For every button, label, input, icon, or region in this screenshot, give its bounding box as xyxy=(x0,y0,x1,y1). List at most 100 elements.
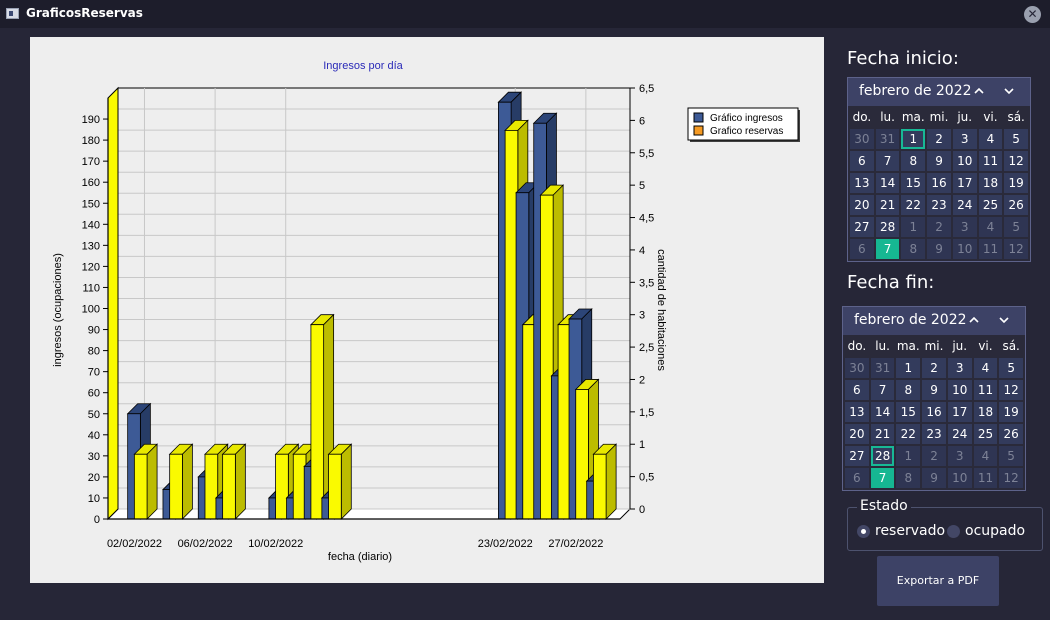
calendar-day[interactable]: 28 xyxy=(870,446,895,466)
calendar-day[interactable]: 27 xyxy=(850,217,874,237)
radio-checked-icon[interactable] xyxy=(857,524,870,538)
calendar-day[interactable]: 24 xyxy=(952,195,977,215)
calendar-day[interactable]: 18 xyxy=(978,173,1003,193)
calendar-day[interactable]: 7 xyxy=(870,468,895,488)
calendar-day[interactable]: 30 xyxy=(850,129,874,149)
calendar-day[interactable]: 1 xyxy=(896,446,921,466)
calendar-day[interactable]: 28 xyxy=(875,217,900,237)
calendar-day[interactable]: 2 xyxy=(927,217,951,237)
calendar-day[interactable]: 5 xyxy=(1004,129,1028,149)
calendar-day[interactable]: 8 xyxy=(901,151,926,171)
calendar-day[interactable]: 9 xyxy=(927,151,951,171)
calendar-day[interactable]: 11 xyxy=(973,380,998,400)
export-pdf-button[interactable]: Exportar a PDF xyxy=(877,556,999,606)
y2-tick-label: 5,5 xyxy=(639,148,654,160)
calendar-day[interactable]: 9 xyxy=(922,468,946,488)
calendar-day[interactable]: 10 xyxy=(952,239,977,259)
calendar-day[interactable]: 7 xyxy=(875,239,900,259)
radio-reservado[interactable]: reservado xyxy=(857,523,945,539)
calendar-day[interactable]: 6 xyxy=(845,468,869,488)
calendar-day[interactable]: 4 xyxy=(973,446,998,466)
calendar-day[interactable]: 5 xyxy=(999,446,1023,466)
calendar-day[interactable]: 31 xyxy=(870,358,895,378)
calendar-day[interactable]: 14 xyxy=(870,402,895,422)
calendar-day[interactable]: 13 xyxy=(845,402,869,422)
calendar-day[interactable]: 12 xyxy=(1004,239,1029,259)
calendar-day[interactable]: 6 xyxy=(850,239,874,259)
calendar-day[interactable]: 21 xyxy=(875,195,900,215)
calendar-day[interactable]: 18 xyxy=(973,402,998,422)
calendar-day[interactable]: 11 xyxy=(978,239,1003,259)
calendar-day[interactable]: 22 xyxy=(901,195,926,215)
calendar-day[interactable]: 23 xyxy=(922,424,946,444)
fecha-fin-calendar[interactable]: febrero de 2022 do. lu. ma. mi. ju. vi. sá. 30 3… xyxy=(842,306,1026,491)
calendar-day[interactable]: 3 xyxy=(947,446,972,466)
chevron-up-icon[interactable] xyxy=(972,82,986,100)
calendar-day[interactable]: 10 xyxy=(952,151,977,171)
calendar-month-label[interactable]: febrero de 2022 xyxy=(854,312,967,328)
calendar-day[interactable]: 15 xyxy=(896,402,921,422)
calendar-day[interactable]: 1 xyxy=(901,129,926,149)
calendar-day[interactable]: 11 xyxy=(978,151,1003,171)
calendar-day[interactable]: 10 xyxy=(947,468,972,488)
calendar-day[interactable]: 2 xyxy=(922,358,946,378)
calendar-day[interactable]: 4 xyxy=(973,358,998,378)
calendar-day[interactable]: 3 xyxy=(952,217,977,237)
calendar-day[interactable]: 12 xyxy=(1004,151,1029,171)
calendar-day[interactable]: 12 xyxy=(999,380,1024,400)
calendar-day[interactable]: 16 xyxy=(922,402,946,422)
calendar-day[interactable]: 26 xyxy=(999,424,1024,444)
calendar-day[interactable]: 27 xyxy=(845,446,869,466)
calendar-day[interactable]: 6 xyxy=(845,380,869,400)
calendar-day[interactable]: 26 xyxy=(1004,195,1029,215)
calendar-day[interactable]: 23 xyxy=(927,195,951,215)
calendar-day[interactable]: 11 xyxy=(973,468,998,488)
calendar-day[interactable]: 19 xyxy=(1004,173,1029,193)
calendar-day[interactable]: 20 xyxy=(845,424,869,444)
calendar-day[interactable]: 12 xyxy=(999,468,1024,488)
calendar-day[interactable]: 21 xyxy=(870,424,895,444)
calendar-day[interactable]: 10 xyxy=(947,380,972,400)
calendar-day[interactable]: 3 xyxy=(947,358,972,378)
calendar-day[interactable]: 24 xyxy=(947,424,972,444)
calendar-day[interactable]: 6 xyxy=(850,151,874,171)
calendar-day[interactable]: 9 xyxy=(927,239,951,259)
calendar-day[interactable]: 15 xyxy=(901,173,926,193)
calendar-day[interactable]: 22 xyxy=(896,424,921,444)
calendar-day[interactable]: 1 xyxy=(896,358,921,378)
calendar-day[interactable]: 17 xyxy=(952,173,977,193)
chevron-down-icon[interactable] xyxy=(1002,82,1016,100)
calendar-day[interactable]: 2 xyxy=(927,129,951,149)
calendar-day[interactable]: 8 xyxy=(896,468,921,488)
calendar-day[interactable]: 14 xyxy=(875,173,900,193)
calendar-day[interactable]: 19 xyxy=(999,402,1024,422)
calendar-day[interactable]: 13 xyxy=(850,173,874,193)
calendar-day[interactable]: 4 xyxy=(978,217,1003,237)
calendar-day[interactable]: 16 xyxy=(927,173,951,193)
calendar-day[interactable]: 9 xyxy=(922,380,946,400)
calendar-week: 6 7 8 9 10 11 12 xyxy=(844,379,1024,401)
calendar-day[interactable]: 2 xyxy=(922,446,946,466)
calendar-day[interactable]: 30 xyxy=(845,358,869,378)
calendar-day[interactable]: 3 xyxy=(952,129,977,149)
chevron-up-icon[interactable] xyxy=(967,311,981,329)
calendar-day[interactable]: 8 xyxy=(896,380,921,400)
calendar-day[interactable]: 7 xyxy=(875,151,900,171)
calendar-day[interactable]: 31 xyxy=(875,129,900,149)
fecha-inicio-calendar[interactable]: febrero de 2022 do. lu. ma. mi. ju. vi. sá. 30 3… xyxy=(847,77,1031,262)
chevron-down-icon[interactable] xyxy=(997,311,1011,329)
calendar-day[interactable]: 7 xyxy=(870,380,895,400)
calendar-day[interactable]: 5 xyxy=(999,358,1024,378)
close-button[interactable]: ✕ xyxy=(1024,6,1041,23)
calendar-day[interactable]: 20 xyxy=(850,195,874,215)
radio-ocupado[interactable]: ocupado xyxy=(947,523,1025,539)
calendar-month-label[interactable]: febrero de 2022 xyxy=(859,83,972,99)
radio-unchecked-icon[interactable] xyxy=(947,524,960,538)
calendar-day[interactable]: 1 xyxy=(901,217,926,237)
calendar-day[interactable]: 5 xyxy=(1004,217,1029,237)
calendar-day[interactable]: 25 xyxy=(973,424,998,444)
calendar-day[interactable]: 25 xyxy=(978,195,1003,215)
calendar-day[interactable]: 17 xyxy=(947,402,972,422)
calendar-day[interactable]: 4 xyxy=(978,129,1003,149)
calendar-day[interactable]: 8 xyxy=(901,239,926,259)
